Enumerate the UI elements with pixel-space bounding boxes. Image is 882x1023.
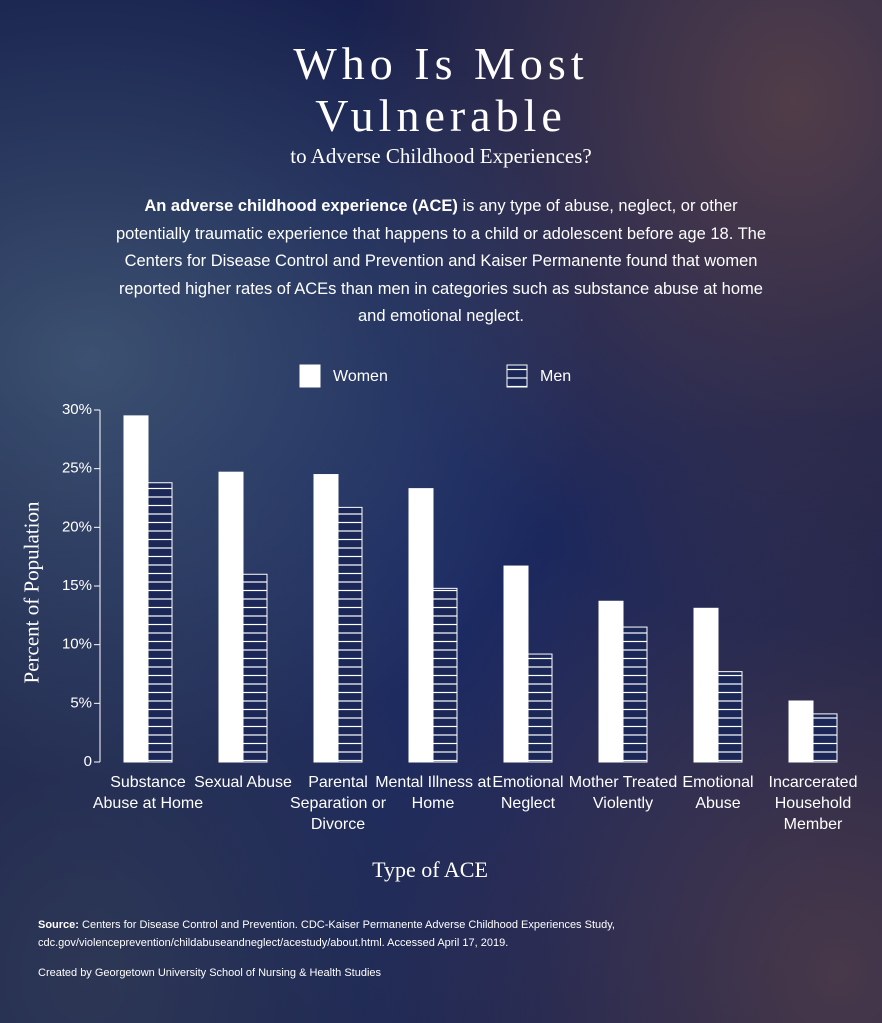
x-tick-label: Incarcerated Household Member <box>768 774 858 833</box>
source-label: Source: <box>38 919 79 931</box>
title: Who Is Most Vulnerable <box>293 38 589 141</box>
source: Source: Centers for Disease Control and … <box>38 916 658 952</box>
y-tick-label: 10% <box>62 636 92 653</box>
legend-label: Men <box>540 368 571 385</box>
credit: Created by Georgetown University School … <box>38 967 382 979</box>
x-tick-label: Emotional Neglect <box>492 774 564 812</box>
description-text: is any type of abuse, neglect, or other … <box>115 197 767 325</box>
bar <box>313 474 339 763</box>
bar <box>527 653 553 763</box>
description-lead: An adverse childhood experience (ACE) <box>144 197 458 215</box>
bar <box>693 607 719 763</box>
y-tick-label: 25% <box>62 460 92 477</box>
x-tick-label: Parental Separation or Divorce <box>289 774 387 833</box>
bar <box>123 415 149 763</box>
bar <box>717 671 743 763</box>
bar <box>598 600 624 763</box>
bar <box>218 471 244 763</box>
legend-swatch <box>299 364 321 388</box>
x-tick-label: Emotional Abuse <box>682 774 754 812</box>
y-tick-label: 30% <box>62 401 92 418</box>
subtitle: to Adverse Childhood Experiences? <box>290 144 592 168</box>
y-tick-label: 15% <box>62 577 92 594</box>
y-tick-label: 0 <box>84 753 92 770</box>
bar <box>503 565 529 763</box>
bar <box>408 488 434 763</box>
y-axis-label: Percent of Population <box>19 501 44 684</box>
description: An adverse childhood experience (ACE) is… <box>111 193 771 331</box>
source-text: Centers for Disease Control and Preventi… <box>38 919 615 949</box>
bar <box>812 713 838 763</box>
bar <box>147 482 173 763</box>
x-tick-label: Sexual Abuse <box>194 774 292 791</box>
bar <box>788 700 814 763</box>
bar <box>432 587 458 763</box>
bar <box>622 626 648 763</box>
x-tick-label: Substance Abuse at Home <box>92 774 204 812</box>
y-tick-label: 5% <box>70 694 92 711</box>
legend-swatch <box>506 364 528 388</box>
x-axis-label: Type of ACE <box>372 857 488 882</box>
y-tick-label: 20% <box>62 518 92 535</box>
x-tick-label: Mother Treated Violently <box>568 774 678 812</box>
bar <box>242 573 268 763</box>
x-tick-label: Mental Illness at Home <box>375 774 491 812</box>
legend-label: Women <box>333 368 388 385</box>
bar <box>337 506 363 763</box>
